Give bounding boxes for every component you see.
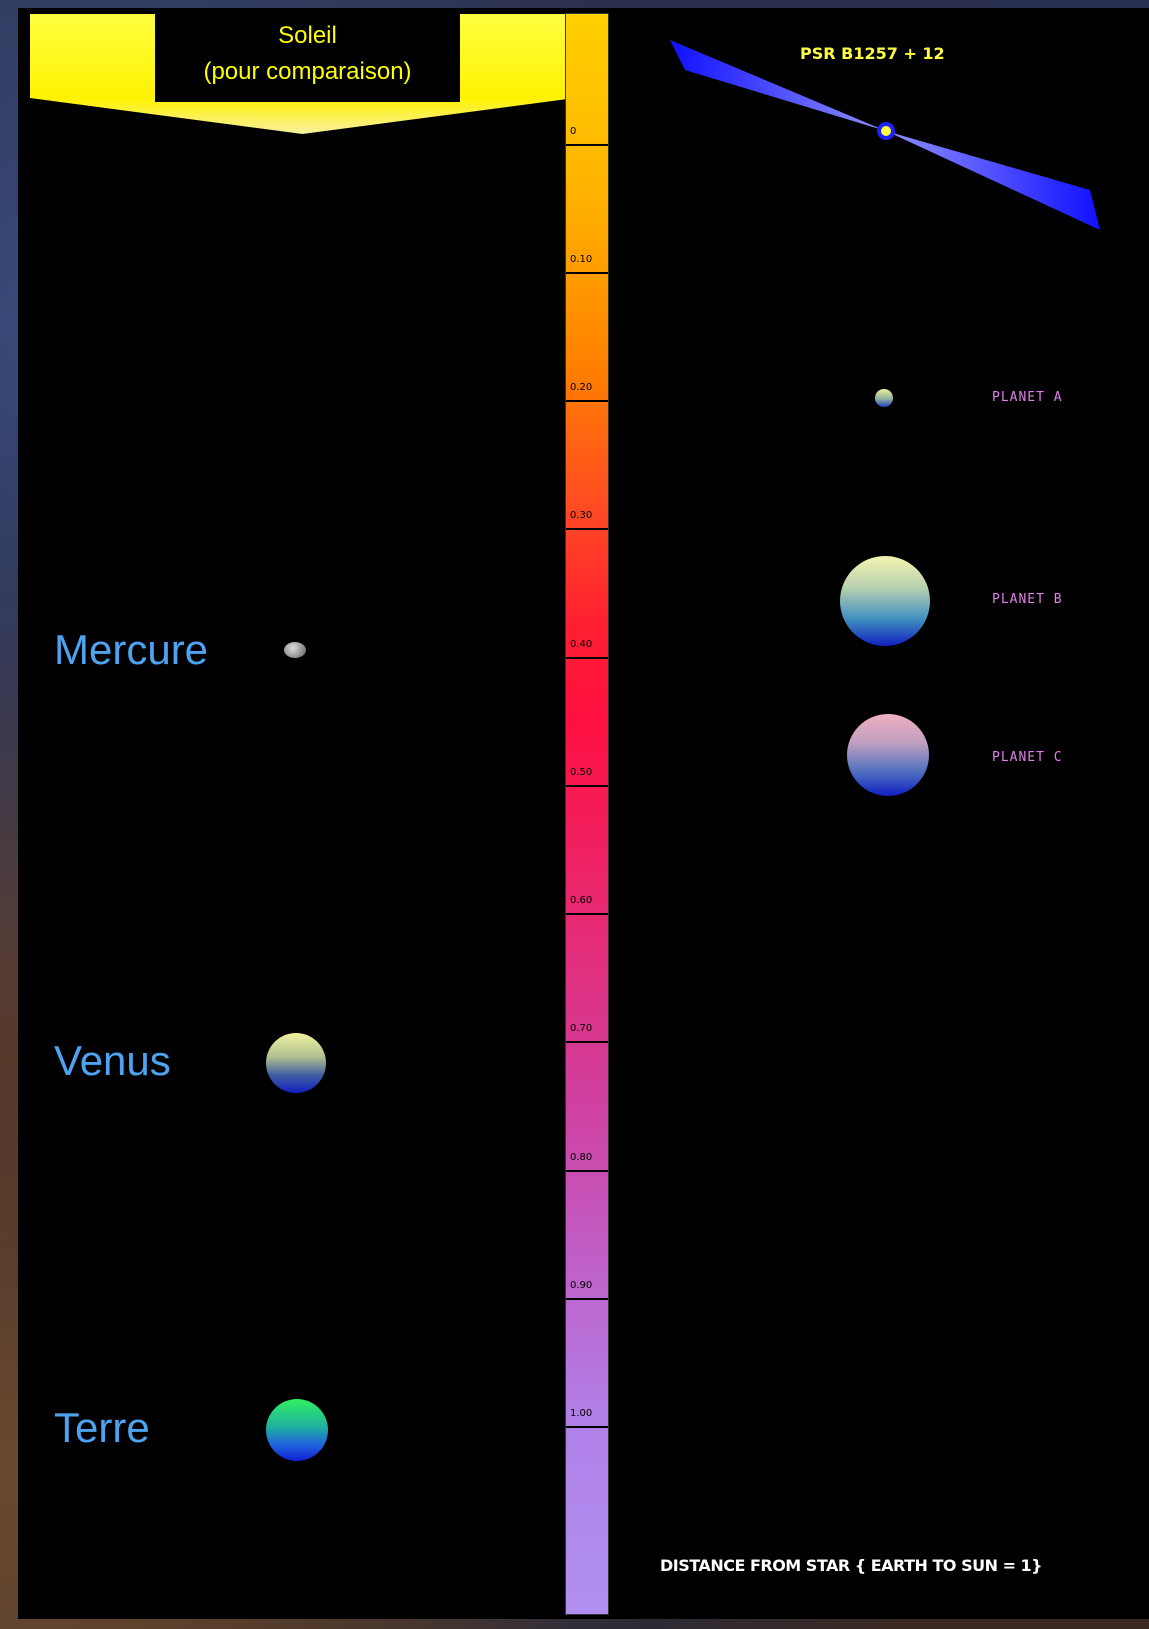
pulsar-beam-right bbox=[886, 131, 1100, 230]
distance-caption: DISTANCE FROM STAR { EARTH TO SUN = 1} bbox=[660, 1556, 1043, 1575]
distance-scale-bar: 0 0.10 0.20 0.30 0.40 0.50 0.60 0.70 0.8… bbox=[565, 13, 609, 1615]
scale-tick-label: 0.90 bbox=[570, 1280, 593, 1291]
scale-tick bbox=[566, 144, 608, 146]
scale-tick-label: 0.80 bbox=[570, 1152, 593, 1163]
mercury-label: Mercure bbox=[54, 626, 209, 673]
earth-label: Terre bbox=[54, 1404, 150, 1451]
planet-b-label: PLANET B bbox=[992, 592, 1063, 607]
planet-a bbox=[875, 389, 893, 407]
scale-tick-label: 0 bbox=[570, 126, 577, 137]
scale-tick-label: 0.70 bbox=[570, 1023, 593, 1034]
scale-tick bbox=[566, 657, 608, 659]
pulsar-title: PSR B1257 + 12 bbox=[800, 44, 945, 63]
scale-tick-label: 0.40 bbox=[570, 639, 593, 650]
scale-tick-label: 0.50 bbox=[570, 767, 593, 778]
scale-tick-label: 0.20 bbox=[570, 382, 593, 393]
scale-tick-label: 0.10 bbox=[570, 254, 593, 265]
scale-tick-label: 0.30 bbox=[570, 510, 593, 521]
scale-tick-label: 0.60 bbox=[570, 895, 593, 906]
scale-tick bbox=[566, 400, 608, 402]
planet-b bbox=[840, 556, 930, 646]
scale-tick bbox=[566, 272, 608, 274]
pulsar-beam-left bbox=[670, 40, 886, 131]
scale-tick bbox=[566, 1041, 608, 1043]
scale-tick bbox=[566, 1426, 608, 1428]
venus-planet bbox=[266, 1033, 326, 1093]
sun-label: Soleil (pour comparaison) bbox=[155, 14, 460, 102]
mercury-planet bbox=[284, 642, 306, 658]
scale-tick bbox=[566, 913, 608, 915]
scale-tick bbox=[566, 528, 608, 530]
planet-c bbox=[847, 714, 929, 796]
pulsar-star-icon bbox=[881, 126, 891, 136]
scale-tick-label: 1.00 bbox=[570, 1408, 593, 1419]
venus-label: Venus bbox=[54, 1037, 171, 1084]
sun-label-line2: (pour comparaison) bbox=[203, 58, 412, 85]
planet-a-label: PLANET A bbox=[992, 390, 1063, 405]
planet-c-label: PLANET C bbox=[992, 750, 1063, 765]
scale-tick bbox=[566, 1298, 608, 1300]
scale-tick bbox=[566, 785, 608, 787]
pulsar-beams bbox=[670, 40, 1100, 230]
sun-label-line1: Soleil bbox=[278, 22, 337, 49]
earth-planet bbox=[266, 1399, 328, 1461]
scale-tick bbox=[566, 1170, 608, 1172]
